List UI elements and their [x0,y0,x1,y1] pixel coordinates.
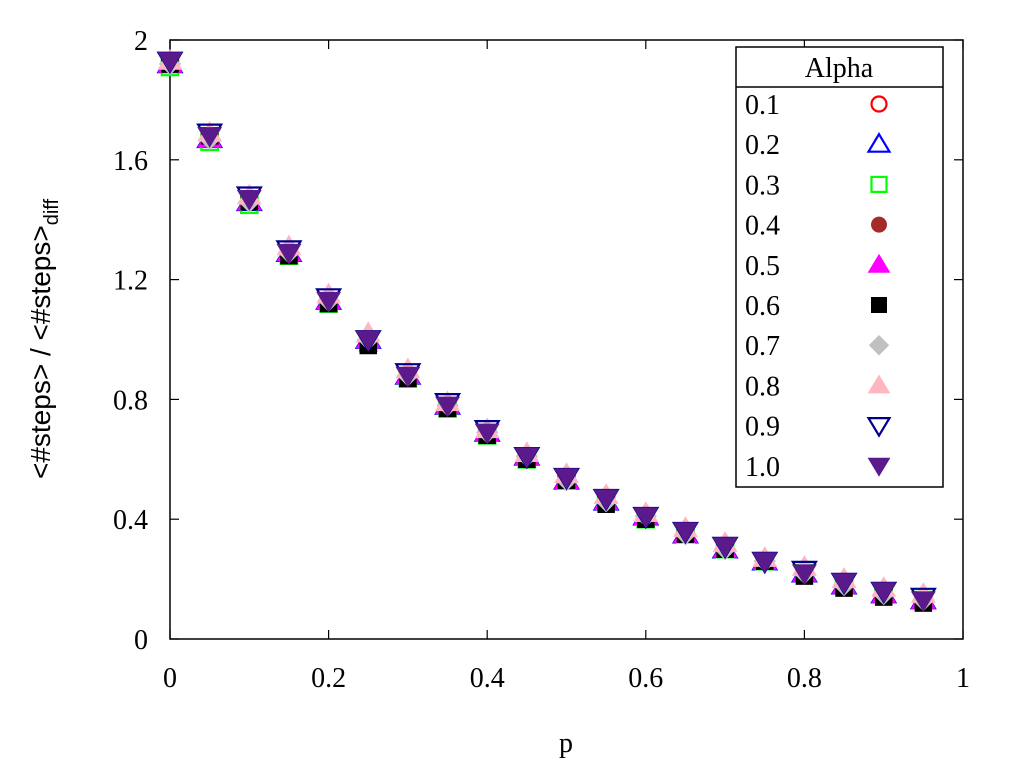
x-tick-label: 0.6 [628,663,663,694]
y-axis-label: <#steps> / <#steps>diff [25,199,63,480]
data-point [197,127,223,148]
data-point [871,582,897,604]
legend-label: 0.2 [745,130,780,161]
legend-entry: 0.6 [745,291,887,322]
legend-marker [866,417,892,438]
data-point [673,522,698,544]
svg-text:<#steps> / <#steps>diff: <#steps> / <#steps>diff [25,199,63,480]
data-point [316,291,342,313]
legend-label: 0.4 [745,211,780,242]
x-tick-label: 1 [956,663,970,694]
y-tick-label: 2 [134,26,148,57]
x-tick-labels: 0 0.2 0.4 0.6 0.8 1 [163,663,970,694]
x-tick-label: 0.4 [470,663,505,694]
x-axis-label: p [559,728,573,759]
legend-marker [867,374,891,394]
data-point [633,507,659,529]
legend-marker [867,253,891,273]
legend-marker [871,297,887,313]
legend-entry: 0.4 [745,211,887,242]
legend-marker [867,457,891,477]
y-tick-label: 1.2 [113,266,148,297]
legend-label: 0.8 [745,371,780,402]
y-axis-label-main: <#steps> / <#steps> [25,225,56,479]
legend: Alpha 0.1 0.2 0.3 0.4 0.5 0.6 0.7 0.8 0.9 1.0 [735,46,944,488]
legend-marker [871,216,887,233]
data-point [831,573,857,595]
legend-entry: 0.7 [745,331,890,362]
legend-entry: 0.1 [745,90,888,121]
data-point [712,537,738,559]
data-point [791,564,817,586]
x-tick-label: 0 [163,663,177,694]
y-tick-label: 1.6 [113,146,148,177]
x-tick-label: 0.8 [787,663,822,694]
legend-label: 0.1 [745,90,780,121]
legend-marker [870,95,888,113]
data-point [554,468,579,490]
legend-entry: 0.5 [745,251,891,282]
series-1.0 [157,52,936,613]
data-point [355,330,381,352]
y-tick-label: 0.4 [113,505,148,536]
y-tick-label: 0.8 [113,385,148,416]
data-point [593,489,619,511]
data-point [910,591,936,613]
legend-marker [868,334,890,356]
data-point [514,447,540,469]
y-tick-label: 0 [134,625,148,656]
legend-label: 0.7 [745,331,780,362]
data-point [474,423,500,445]
legend-entry: 0.2 [745,130,892,161]
y-tick-labels: 0 0.4 0.8 1.2 1.6 2 [113,26,148,656]
legend-entry: 1.0 [745,452,891,483]
data-point [752,552,778,574]
legend-box [735,46,944,488]
legend-entry: 0.3 [745,170,888,201]
legend-label: 0.9 [745,412,780,443]
legend-label: 0.5 [745,251,780,282]
legend-label: 0.3 [745,170,780,201]
legend-marker [870,175,888,193]
legend-entries: 0.1 0.2 0.3 0.4 0.5 0.6 0.7 0.8 0.9 1.0 [745,90,892,483]
data-point [157,52,183,73]
data-points [156,48,937,613]
data-point [395,366,421,388]
legend-entry: 0.9 [745,412,892,443]
data-point [276,243,302,265]
legend-marker [866,132,892,153]
y-axis-label-sub: diff [41,199,63,226]
legend-entry: 0.8 [745,371,891,402]
plot-frame [169,39,964,640]
legend-label: 0.6 [745,291,780,322]
legend-label: 1.0 [745,452,780,483]
x-tick-label: 0.2 [311,663,346,694]
data-point [435,396,460,418]
legend-title: Alpha [805,53,874,84]
data-point [236,189,262,211]
